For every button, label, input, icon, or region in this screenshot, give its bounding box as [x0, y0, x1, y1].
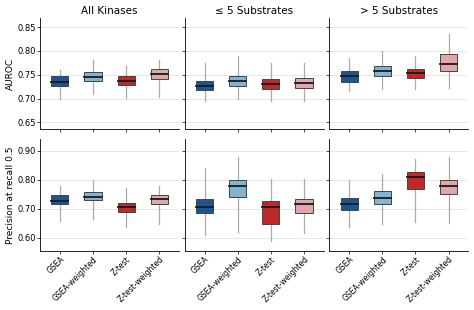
Bar — [295, 78, 312, 88]
Bar — [407, 69, 424, 78]
Bar — [51, 76, 68, 86]
Title: All Kinases: All Kinases — [82, 6, 138, 16]
Bar — [440, 54, 457, 71]
Bar — [151, 195, 168, 204]
Bar — [374, 66, 391, 76]
Bar — [407, 172, 424, 189]
Bar — [196, 82, 213, 90]
Bar — [341, 71, 358, 82]
Title: > 5 Substrates: > 5 Substrates — [360, 6, 438, 16]
Bar — [151, 69, 168, 78]
Bar — [229, 180, 246, 197]
Title: ≤ 5 Substrates: ≤ 5 Substrates — [215, 6, 293, 16]
Bar — [374, 191, 391, 203]
Bar — [295, 199, 312, 213]
Bar — [196, 199, 213, 213]
Bar — [118, 203, 135, 212]
Bar — [229, 76, 246, 86]
Y-axis label: Precision at recall 0.5: Precision at recall 0.5 — [6, 146, 15, 244]
Y-axis label: AUROC: AUROC — [6, 57, 15, 90]
Bar — [440, 180, 457, 194]
Bar — [84, 192, 101, 200]
Bar — [341, 198, 358, 210]
Bar — [118, 76, 135, 85]
Bar — [262, 201, 279, 224]
Bar — [84, 72, 101, 81]
Bar — [51, 195, 68, 204]
Bar — [262, 79, 279, 89]
